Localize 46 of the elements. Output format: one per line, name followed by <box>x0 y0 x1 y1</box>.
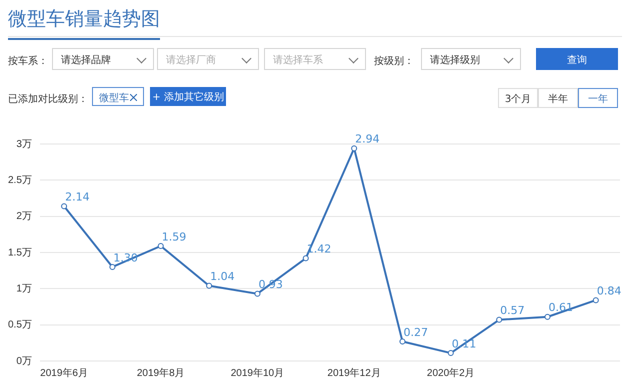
point <box>206 282 212 289</box>
y-tick-label: 1万 <box>16 283 32 294</box>
chart-title: 微型车销量趋势图 <box>8 6 160 40</box>
point <box>399 338 406 344</box>
data-label: 0.27 <box>403 326 428 339</box>
data-label: 2.94 <box>355 132 380 146</box>
y-tick-label: 0万 <box>16 356 32 367</box>
x-tick-label: 2019年10月 <box>230 366 284 379</box>
data-label: 1.59 <box>162 230 186 244</box>
point <box>61 203 68 210</box>
data-label: 0.61 <box>548 301 573 314</box>
y-tick-label: 0.5万 <box>8 320 32 331</box>
text: 请选择车系 <box>273 55 323 66</box>
y-tick-label: 3万 <box>16 138 32 150</box>
point <box>302 255 309 262</box>
x-tick-label: 2019年6月 <box>40 366 88 379</box>
x-tick-label: 2020年2月 <box>426 366 475 379</box>
point <box>592 297 599 304</box>
text: 请选择品牌 <box>61 55 111 66</box>
text: 按车系： <box>8 56 48 67</box>
point <box>496 316 502 323</box>
data-label: 0.57 <box>500 304 525 318</box>
text: 3个月 <box>504 94 532 105</box>
data-label: 0.84 <box>596 284 622 298</box>
data-label: 1.04 <box>210 270 235 284</box>
text: 请选择级别 <box>430 55 480 66</box>
y-tick-label: 2.5万 <box>8 174 32 186</box>
y-tick-label: 2万 <box>16 211 32 222</box>
y-tick-label: 1.5万 <box>8 247 32 258</box>
data-label: 2.14 <box>65 190 90 204</box>
text: 半年 <box>548 94 568 105</box>
point <box>351 145 358 152</box>
x-tick-label: 2019年12月 <box>327 366 381 379</box>
text: + 添加其它级别 <box>152 92 224 103</box>
point <box>544 314 550 320</box>
text: 微型车 <box>99 93 129 104</box>
point <box>158 242 164 249</box>
text: 请选择厂商 <box>166 55 216 66</box>
text: 已添加对比级别： <box>8 94 88 105</box>
text: 按级别： <box>374 56 414 67</box>
point <box>109 264 116 270</box>
point <box>448 350 454 356</box>
x-tick-label: 2019年8月 <box>136 366 185 379</box>
text: 查询 <box>567 55 587 66</box>
text: 一年 <box>588 94 608 105</box>
point <box>254 290 260 297</box>
